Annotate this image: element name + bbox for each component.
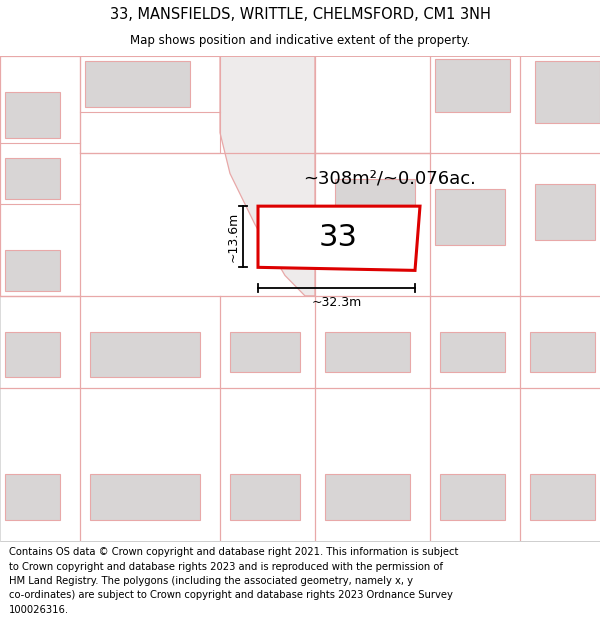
Text: 33, MANSFIELDS, WRITTLE, CHELMSFORD, CM1 3NH: 33, MANSFIELDS, WRITTLE, CHELMSFORD, CM1… xyxy=(110,6,490,21)
Text: ~13.6m: ~13.6m xyxy=(227,212,239,262)
Bar xyxy=(335,179,415,245)
Text: 33: 33 xyxy=(319,223,358,253)
Bar xyxy=(90,474,200,520)
Text: ~32.3m: ~32.3m xyxy=(311,296,362,309)
Bar xyxy=(530,474,595,520)
Bar xyxy=(530,332,595,372)
Bar xyxy=(435,59,510,112)
Bar xyxy=(5,92,60,138)
Bar xyxy=(325,332,410,372)
Bar xyxy=(90,332,200,378)
Text: 100026316.: 100026316. xyxy=(9,605,69,615)
Bar xyxy=(5,474,60,520)
Text: ~308m²/~0.076ac.: ~308m²/~0.076ac. xyxy=(304,169,476,187)
Bar xyxy=(535,184,595,240)
Text: Map shows position and indicative extent of the property.: Map shows position and indicative extent… xyxy=(130,34,470,47)
Bar xyxy=(435,189,505,245)
Text: Contains OS data © Crown copyright and database right 2021. This information is : Contains OS data © Crown copyright and d… xyxy=(9,548,458,558)
Bar xyxy=(230,332,300,372)
Bar xyxy=(440,332,505,372)
Bar xyxy=(325,474,410,520)
Text: HM Land Registry. The polygons (including the associated geometry, namely x, y: HM Land Registry. The polygons (includin… xyxy=(9,576,413,586)
Polygon shape xyxy=(258,206,420,271)
Bar xyxy=(5,332,60,378)
Text: co-ordinates) are subject to Crown copyright and database rights 2023 Ordnance S: co-ordinates) are subject to Crown copyr… xyxy=(9,591,453,601)
Bar xyxy=(535,61,600,122)
Polygon shape xyxy=(220,56,315,296)
Bar xyxy=(5,158,60,199)
Bar xyxy=(5,250,60,291)
Bar xyxy=(440,474,505,520)
Text: to Crown copyright and database rights 2023 and is reproduced with the permissio: to Crown copyright and database rights 2… xyxy=(9,562,443,572)
Bar xyxy=(230,474,300,520)
Bar xyxy=(85,61,190,107)
